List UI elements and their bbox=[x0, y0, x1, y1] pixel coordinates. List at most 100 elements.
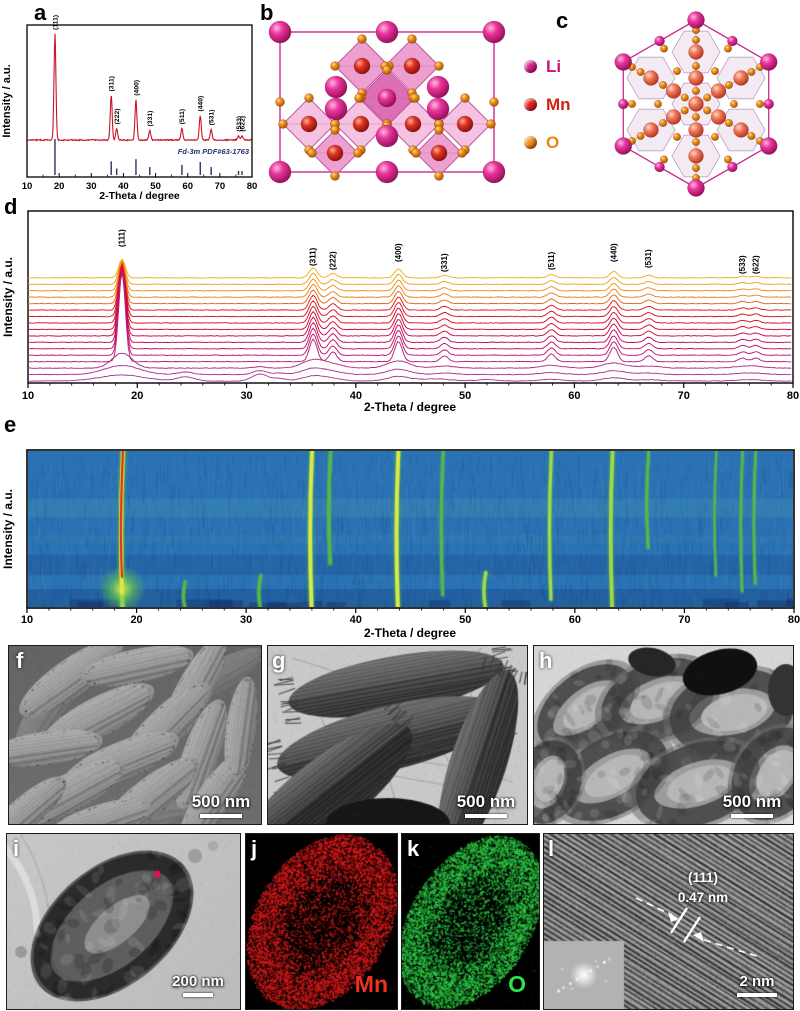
d-xtick: 20 bbox=[131, 390, 143, 402]
element-label-mn: Mn bbox=[354, 971, 388, 997]
panel-c-structure bbox=[614, 11, 778, 197]
scale-bar-f: 500 nm bbox=[185, 793, 257, 818]
structure-legend: Li Mn O bbox=[524, 58, 571, 172]
a-xtick: 10 bbox=[22, 181, 33, 192]
peak-label-a: (440) bbox=[198, 96, 205, 112]
peak-label-a: (331) bbox=[147, 111, 154, 127]
panel-label-l: l bbox=[548, 836, 555, 861]
e-xtick: 20 bbox=[130, 614, 142, 626]
tem-image-i bbox=[6, 833, 241, 1010]
scale-bar-l-line bbox=[737, 993, 777, 997]
scale-bar-g-line bbox=[465, 814, 507, 818]
d-xtick: 50 bbox=[459, 390, 471, 402]
peak-label-d: (400) bbox=[394, 243, 403, 262]
a-xtick: 60 bbox=[182, 181, 193, 192]
scale-bar-i-line bbox=[183, 993, 213, 997]
d-xlabel: 2-Theta / degree bbox=[364, 400, 456, 414]
a-xtick: 70 bbox=[215, 181, 226, 192]
d-xtick: 80 bbox=[787, 390, 799, 402]
peak-label-d: (622) bbox=[751, 255, 760, 274]
d-xtick: 10 bbox=[22, 390, 34, 402]
panel-label-j: j bbox=[251, 836, 258, 861]
eds-map-o bbox=[401, 833, 540, 1010]
panel-label-c: c bbox=[556, 8, 569, 33]
panel-label-h: h bbox=[539, 648, 553, 673]
scale-bar-h-line bbox=[731, 814, 773, 818]
panel-label-d: d bbox=[4, 194, 18, 219]
element-label-o: O bbox=[508, 971, 526, 997]
xrd-heatmap-image bbox=[28, 451, 793, 607]
tem-image-g bbox=[267, 645, 528, 825]
tem-image-h bbox=[533, 645, 794, 825]
e-xtick: 30 bbox=[240, 614, 252, 626]
scale-bar-l: 2 nm bbox=[726, 974, 788, 997]
panel-label-a: a bbox=[34, 0, 47, 25]
scale-bar-f-text: 500 nm bbox=[191, 792, 251, 811]
panel-label-g: g bbox=[272, 648, 286, 673]
peak-label-d: (533) bbox=[738, 255, 747, 274]
legend-label-li: Li bbox=[546, 57, 562, 76]
reference-pdf-label: Fd-3m PDF#63-1763 bbox=[178, 147, 250, 156]
panel-d-plot bbox=[27, 210, 794, 388]
e-xlabel: 2-Theta / degree bbox=[364, 626, 456, 640]
panel-label-e: e bbox=[4, 412, 17, 437]
legend-label-mn: Mn bbox=[546, 95, 571, 114]
e-xtick: 40 bbox=[350, 614, 362, 626]
peak-label-a: (533) bbox=[236, 116, 243, 132]
a-xlabel: 2-Theta / degree bbox=[99, 190, 180, 202]
peak-label-d: (222) bbox=[328, 251, 337, 270]
peak-label-d: (111) bbox=[117, 229, 126, 247]
a-xtick: 50 bbox=[150, 181, 161, 192]
d-xtick: 70 bbox=[678, 390, 690, 402]
a-xtick: 20 bbox=[54, 181, 65, 192]
panel-label-k: k bbox=[407, 836, 420, 861]
scale-bar-f-line bbox=[200, 814, 242, 818]
d-xtick: 60 bbox=[568, 390, 580, 402]
scale-bar-i-text: 200 nm bbox=[172, 973, 224, 990]
legend-label-o: O bbox=[546, 133, 560, 152]
panel-a-plot bbox=[26, 24, 253, 178]
peak-label-a: (531) bbox=[208, 110, 215, 126]
eds-map-mn bbox=[245, 833, 398, 1010]
e-xtick: 10 bbox=[21, 614, 33, 626]
panel-label-i: i bbox=[13, 836, 20, 861]
legend-item-mn: Mn bbox=[524, 96, 571, 113]
panel-label-b: b bbox=[260, 0, 274, 25]
peak-label-d: (311) bbox=[309, 247, 318, 266]
a-xtick: 80 bbox=[247, 181, 258, 192]
peak-label-a: (511) bbox=[179, 109, 186, 125]
d-ylabel: Intensity / a.u. bbox=[1, 257, 15, 337]
e-xtick: 80 bbox=[788, 614, 800, 626]
peak-label-a: (111) bbox=[52, 15, 59, 30]
lattice-plane-annotation: (111) bbox=[687, 870, 719, 885]
scale-bar-i: 200 nm bbox=[163, 974, 233, 997]
e-ylabel: Intensity / a.u. bbox=[1, 489, 15, 569]
e-xtick: 50 bbox=[459, 614, 471, 626]
d-xtick: 30 bbox=[240, 390, 252, 402]
scale-bar-g: 500 nm bbox=[450, 793, 522, 818]
peak-label-a: (622) bbox=[239, 116, 246, 132]
panel-b-structure bbox=[268, 20, 506, 184]
d-xtick: 40 bbox=[350, 390, 362, 402]
legend-item-li: Li bbox=[524, 58, 571, 75]
scale-bar-g-text: 500 nm bbox=[456, 792, 516, 811]
scale-bar-h-text: 500 nm bbox=[722, 792, 782, 811]
peak-label-a: (311) bbox=[109, 76, 116, 92]
scale-bar-h: 500 nm bbox=[716, 793, 788, 818]
a-xtick: 30 bbox=[86, 181, 97, 192]
e-xtick: 70 bbox=[678, 614, 690, 626]
panel-label-f: f bbox=[16, 648, 24, 673]
scale-bar-l-text: 2 nm bbox=[739, 973, 775, 990]
d-spacing-annotation: 0.47 nm bbox=[677, 890, 729, 905]
legend-item-o: O bbox=[524, 134, 571, 151]
a-ylabel: Intensity / a.u. bbox=[1, 64, 13, 137]
peak-label-d: (511) bbox=[547, 251, 556, 270]
li-atom-icon bbox=[524, 60, 537, 73]
peak-label-a: (222) bbox=[114, 108, 121, 124]
sem-image-f bbox=[8, 645, 262, 825]
peak-label-d: (531) bbox=[644, 249, 653, 268]
peak-label-d: (331) bbox=[440, 253, 449, 272]
o-atom-icon bbox=[524, 136, 537, 149]
a-xtick: 40 bbox=[118, 181, 129, 192]
